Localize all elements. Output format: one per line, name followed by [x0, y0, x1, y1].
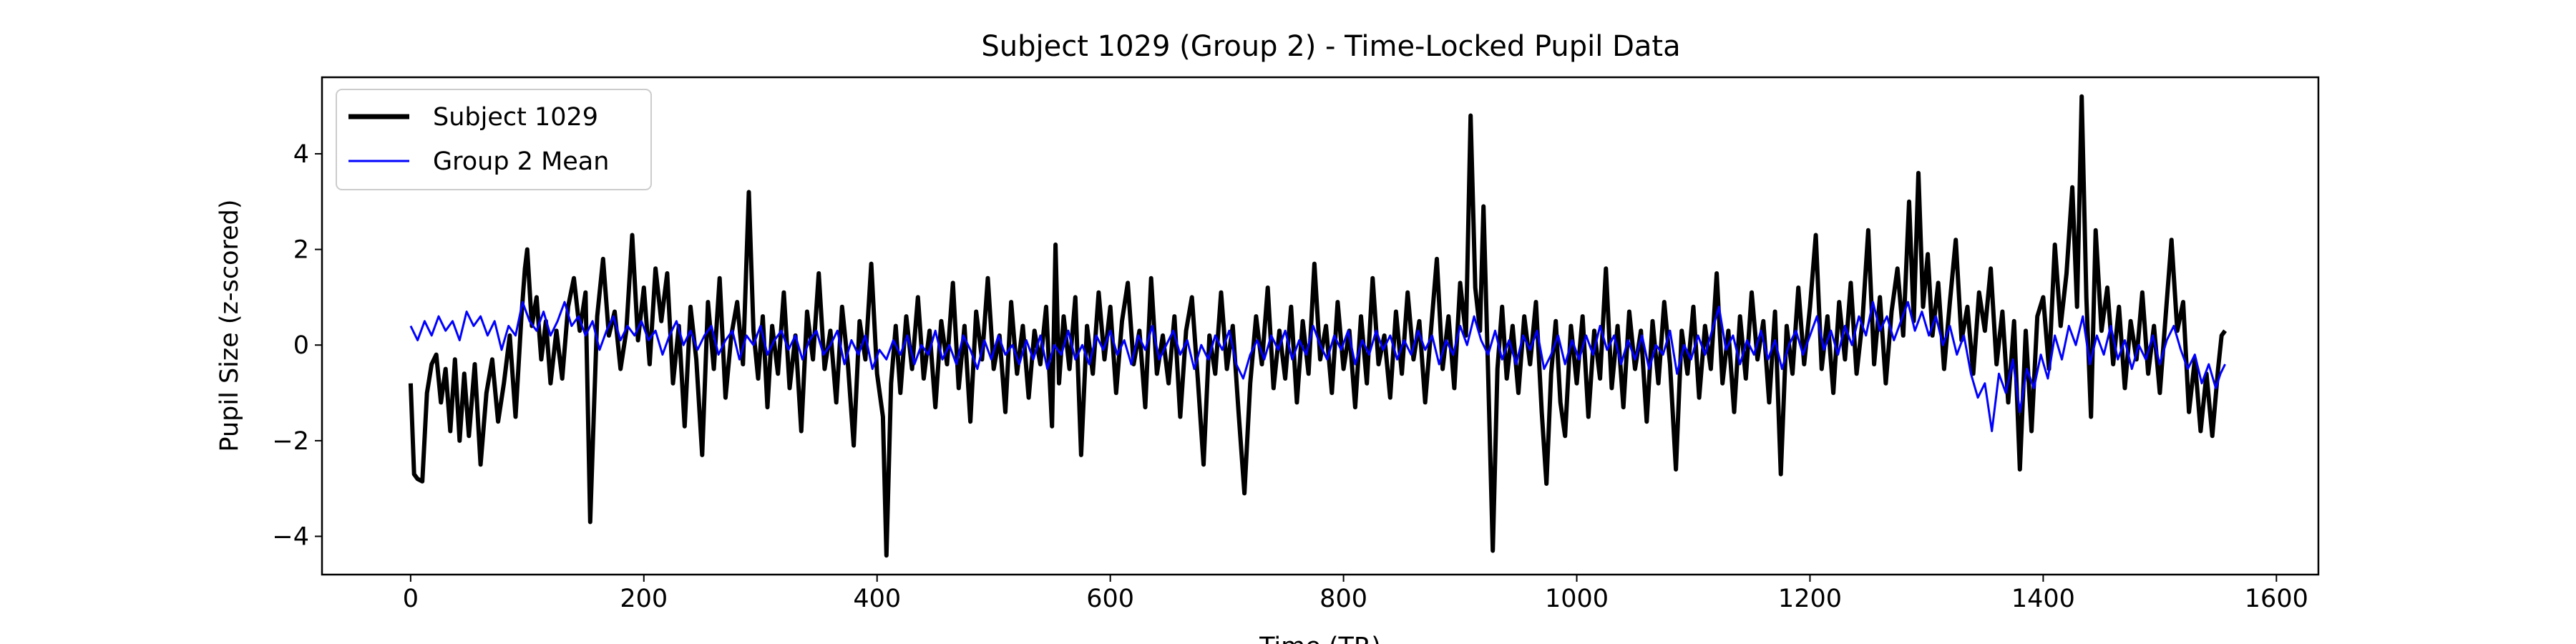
legend-label-group-mean: Group 2 Mean	[433, 147, 609, 176]
series-line-group-mean	[409, 301, 2226, 432]
x-axis: 0 200 400 600 800 1000 1200 1400 1600	[403, 575, 2308, 613]
x-tick-label: 600	[1086, 585, 1134, 613]
chart-title: Subject 1029 (Group 2) - Time-Locked Pup…	[981, 30, 1680, 63]
legend-box	[336, 89, 652, 190]
y-tick-label: −4	[272, 523, 309, 552]
y-axis: −4 −2 0 2 4	[272, 140, 322, 552]
series-layer	[408, 94, 2228, 558]
y-tick-label: −2	[272, 427, 309, 456]
x-tick-label: 0	[403, 585, 419, 613]
y-tick-label: 0	[293, 331, 309, 360]
x-tick-label: 800	[1319, 585, 1367, 613]
y-axis-label: Pupil Size (z-scored)	[215, 199, 244, 452]
plot-frame	[321, 76, 2320, 576]
x-tick-label: 1600	[2245, 585, 2308, 613]
x-tick-label: 1400	[2011, 585, 2075, 613]
x-tick-label: 400	[853, 585, 901, 613]
y-tick-label: 2	[293, 236, 309, 265]
legend: Subject 1029 Group 2 Mean	[336, 89, 652, 190]
x-tick-label: 1000	[1545, 585, 1609, 613]
legend-label-subject: Subject 1029	[433, 103, 598, 132]
y-tick-label: 4	[293, 140, 309, 169]
x-tick-label: 200	[620, 585, 668, 613]
series-line-subject	[408, 94, 2228, 558]
x-axis-label: Time (TR)	[1259, 633, 1381, 644]
x-tick-label: 1200	[1778, 585, 1842, 613]
